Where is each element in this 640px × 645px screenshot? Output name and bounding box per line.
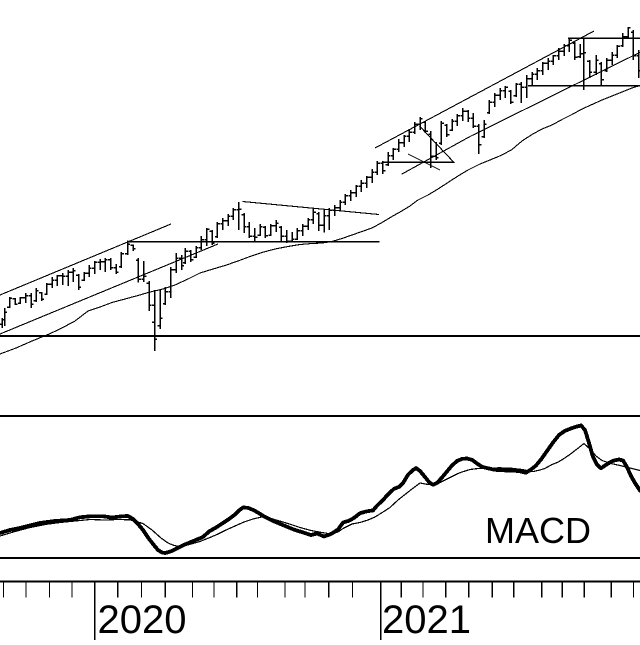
svg-text:2021: 2021 xyxy=(382,598,471,640)
svg-text:2020: 2020 xyxy=(98,598,187,640)
svg-text:MACD: MACD xyxy=(485,510,591,551)
